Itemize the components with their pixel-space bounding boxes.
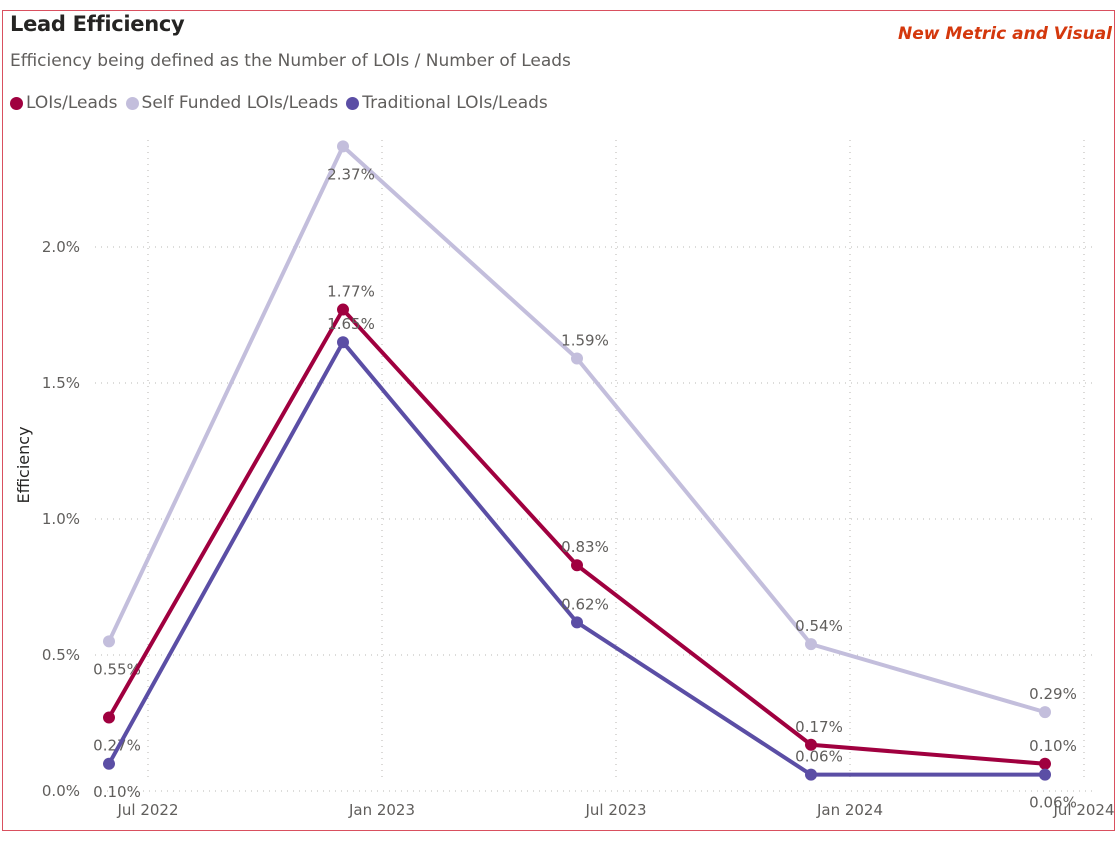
x-tick-label: Jan 2024 [816, 801, 883, 819]
data-point [103, 635, 115, 648]
legend-marker-icon [346, 96, 360, 110]
legend-label: Traditional LOIs/Leads [362, 93, 548, 113]
data-label: 0.83% [561, 538, 609, 556]
data-label: 0.29% [1029, 685, 1077, 703]
x-tick-label: Jul 2023 [584, 801, 646, 819]
data-label: 0.62% [561, 595, 609, 613]
data-point [805, 738, 817, 751]
y-tick-label: 0.0% [42, 782, 80, 800]
legend-marker-icon [125, 96, 139, 110]
data-point [571, 352, 583, 365]
chart-title: Lead Efficiency [10, 12, 185, 36]
x-tick-label: Jul 2022 [116, 801, 178, 819]
data-label: 0.55% [93, 660, 141, 678]
y-tick-label: 1.5% [42, 374, 80, 392]
data-point [337, 336, 349, 349]
legend-item-self-funded[interactable]: Self Funded LOIs/Leads [125, 93, 339, 113]
legend-label: LOIs/Leads [26, 93, 118, 113]
series-line [107, 340, 1045, 777]
annotation-note: New Metric and Visual [897, 24, 1112, 44]
legend: LOIs/Leads Self Funded LOIs/Leads Tradit… [10, 93, 548, 113]
data-point [337, 303, 349, 316]
data-label: 0.10% [93, 783, 141, 801]
data-label: 0.06% [1029, 794, 1077, 812]
x-tick-label: Jan 2023 [348, 801, 415, 819]
data-point [103, 757, 115, 770]
data-label: 1.65% [327, 315, 375, 333]
series-line [107, 307, 1046, 766]
data-point [1039, 768, 1051, 781]
y-axis-title: Efficiency [14, 426, 33, 503]
data-label: 0.17% [795, 718, 843, 736]
visual-frame [2, 10, 1115, 831]
data-point [1039, 757, 1051, 770]
legend-label: Self Funded LOIs/Leads [141, 93, 339, 113]
data-label: 1.77% [327, 283, 375, 301]
data-label: 2.37% [327, 165, 375, 183]
legend-item-traditional[interactable]: Traditional LOIs/Leads [346, 93, 548, 113]
data-label: 0.06% [795, 748, 843, 766]
legend-item-lois-leads[interactable]: LOIs/Leads [10, 93, 118, 113]
legend-marker-icon [10, 96, 23, 110]
data-label: 0.10% [1029, 737, 1077, 755]
data-label: 1.59% [561, 332, 609, 350]
data-label: 0.54% [795, 617, 843, 635]
data-point [571, 559, 583, 572]
chart-subtitle: Efficiency being defined as the Number o… [10, 51, 571, 71]
x-tick-label: Jul 2024 [1052, 801, 1114, 819]
y-tick-label: 2.0% [42, 238, 80, 256]
data-point [805, 768, 817, 781]
data-point [1039, 706, 1051, 719]
data-point [337, 140, 349, 153]
data-point [571, 616, 583, 629]
y-tick-label: 0.5% [42, 646, 80, 664]
data-point [805, 638, 817, 651]
data-point [103, 711, 115, 724]
y-tick-label: 1.0% [42, 510, 80, 528]
